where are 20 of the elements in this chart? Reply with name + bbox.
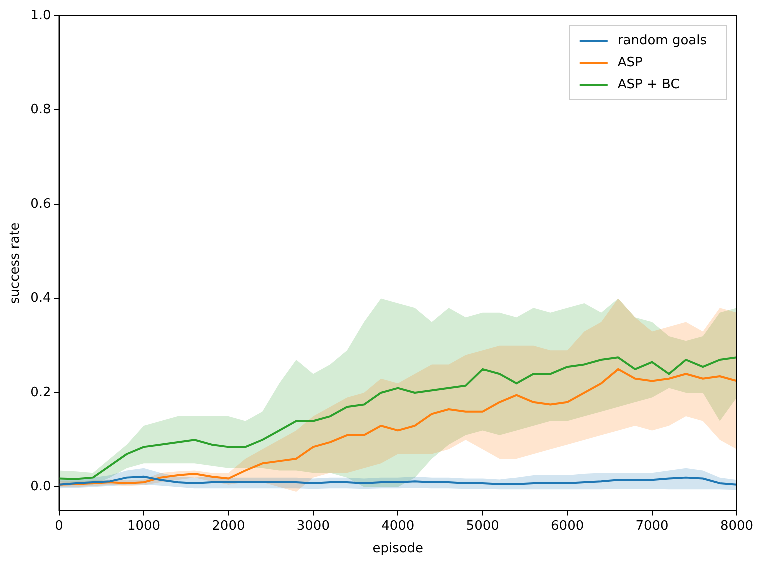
- x-tick-label: 3000: [296, 518, 330, 534]
- legend-label: random goals: [618, 33, 708, 48]
- x-tick-label: 6000: [551, 518, 584, 534]
- x-axis-title: episode: [372, 542, 424, 557]
- y-tick-label: 0.8: [30, 102, 52, 118]
- x-tick-label: 5000: [466, 518, 500, 534]
- legend-label: ASP: [618, 55, 644, 70]
- x-tick-label: 8000: [720, 518, 754, 534]
- x-tick-label: 2000: [212, 518, 246, 534]
- x-tick-label: 4000: [382, 518, 415, 534]
- y-axis-title: success rate: [8, 222, 24, 304]
- x-tick-label: 1000: [127, 518, 161, 534]
- y-tick-label: 0.6: [30, 196, 52, 212]
- y-tick-label: 1.0: [30, 8, 52, 24]
- x-tick-label: 0: [55, 518, 64, 534]
- x-tick-label: 7000: [636, 518, 669, 534]
- y-tick-label: 0.4: [30, 291, 52, 306]
- legend-label: ASP + BC: [618, 77, 680, 92]
- y-tick-label: 0.0: [30, 480, 52, 495]
- y-tick-label: 0.2: [30, 385, 52, 400]
